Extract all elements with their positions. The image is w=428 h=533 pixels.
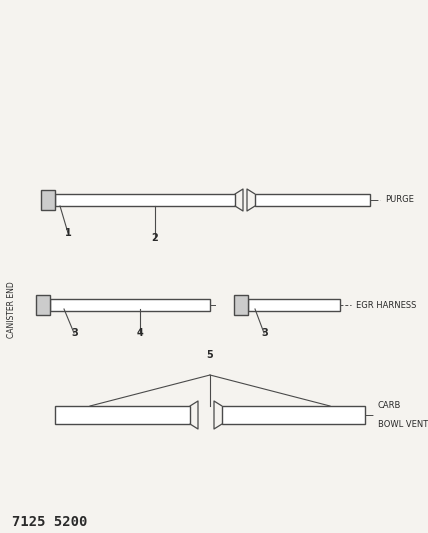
Bar — [36, 295, 50, 315]
Bar — [248, 299, 340, 311]
Text: 3: 3 — [262, 328, 268, 338]
Bar — [234, 295, 248, 315]
Bar — [55, 194, 235, 206]
Text: 3: 3 — [71, 328, 78, 338]
Text: PURGE: PURGE — [385, 196, 414, 205]
Bar — [255, 194, 370, 206]
Bar — [41, 190, 55, 210]
Text: 7125 5200: 7125 5200 — [12, 515, 87, 529]
Bar — [55, 406, 190, 424]
Bar — [222, 406, 365, 424]
Bar — [50, 299, 210, 311]
Text: CANISTER END: CANISTER END — [8, 281, 17, 338]
Text: EGR HARNESS: EGR HARNESS — [356, 301, 416, 310]
Text: 1: 1 — [65, 228, 71, 238]
Text: CARB: CARB — [378, 401, 401, 410]
Text: 4: 4 — [137, 328, 143, 338]
Text: BOWL VENT: BOWL VENT — [378, 420, 428, 429]
Text: 2: 2 — [152, 233, 158, 243]
Text: 5: 5 — [207, 350, 214, 360]
